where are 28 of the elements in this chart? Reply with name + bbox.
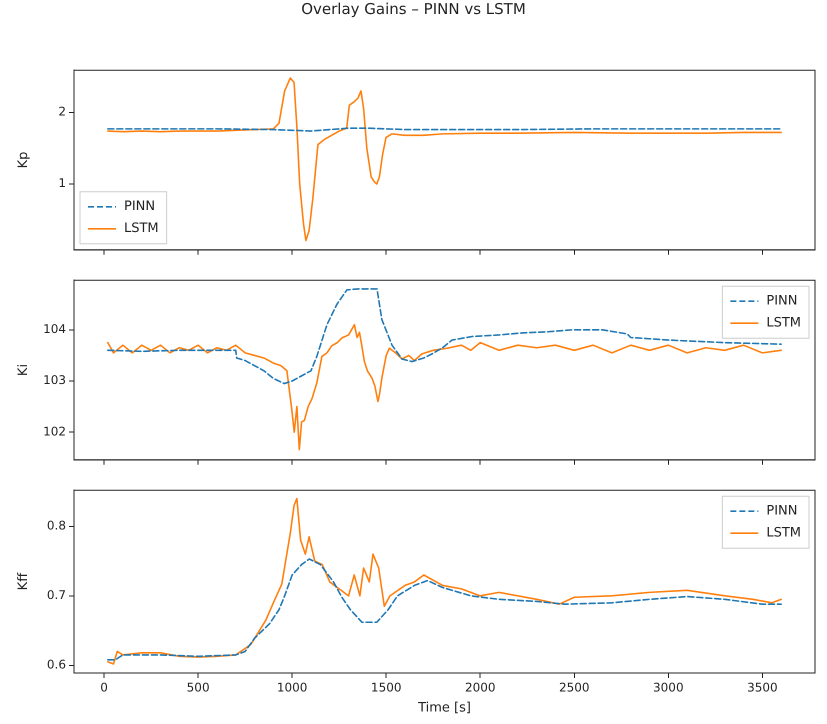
legend-label: PINN [124, 199, 156, 214]
y-tick-label: 0.8 [46, 518, 66, 532]
legend-label: LSTM [766, 526, 802, 541]
y-tick-label: 0.6 [46, 657, 66, 672]
x-tick-label: 2500 [558, 680, 590, 694]
legend-label: PINN [766, 294, 798, 309]
chart-title: Overlay Gains – PINN vs LSTM [300, 0, 527, 18]
legend-label: PINN [766, 504, 798, 519]
x-tick-label: 2000 [464, 680, 496, 694]
x-tick-label: 3500 [747, 680, 778, 694]
y-tick-label: 103 [43, 373, 66, 388]
legend-label: LSTM [124, 221, 159, 236]
x-axis-title: Time [s] [417, 700, 471, 716]
y-tick-label: 2 [58, 104, 66, 119]
y-axis-title: Kp [16, 152, 32, 168]
y-tick-label: 102 [43, 424, 66, 438]
y-tick-label: 104 [43, 322, 66, 336]
x-tick-label: 0 [100, 680, 108, 694]
line-series [107, 558, 782, 661]
x-tick-label: 500 [186, 680, 210, 694]
x-tick-label: 3000 [653, 680, 684, 694]
x-tick-label: 1000 [276, 680, 308, 694]
y-tick-label: 0.7 [46, 588, 66, 602]
legend-label: LSTM [766, 316, 802, 331]
y-tick-label: 1 [58, 176, 66, 190]
y-axis-title: Ki [16, 364, 32, 376]
y-axis-title: Kff [16, 572, 32, 590]
x-tick-label: 1500 [370, 680, 402, 694]
